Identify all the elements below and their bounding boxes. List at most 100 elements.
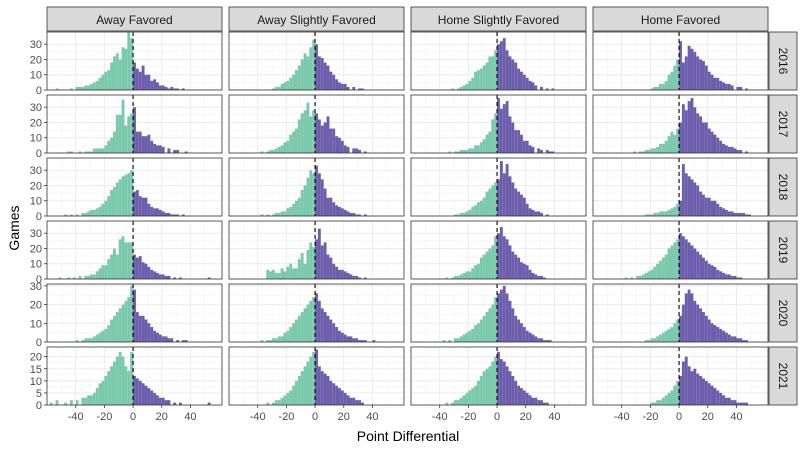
histogram-bar (656, 263, 659, 279)
histogram-bar (522, 197, 526, 216)
histogram-bar (727, 146, 731, 153)
x-axis-tick-label: 0 (130, 411, 136, 423)
histogram-bar (294, 128, 298, 153)
histogram-bar (707, 197, 711, 216)
histogram-bar (272, 149, 275, 153)
histogram-bar (679, 122, 682, 153)
histogram-bar (294, 268, 298, 279)
histogram-bar (508, 116, 512, 153)
histogram-bar (150, 269, 154, 279)
histogram-bar (545, 340, 549, 342)
histogram-bar (739, 277, 743, 279)
histogram-bar (309, 47, 313, 90)
histogram-bar (297, 119, 301, 153)
histogram-bar (702, 122, 705, 153)
histogram-bar (624, 277, 628, 279)
histogram-bar (454, 338, 457, 342)
histogram-bar (730, 85, 734, 90)
histogram-bar (502, 236, 506, 279)
histogram-bar (87, 338, 91, 342)
row-strip (768, 157, 798, 217)
histogram-bar (161, 397, 165, 405)
histogram-bar (661, 143, 665, 153)
histogram-bar (633, 151, 637, 153)
histogram-bar (277, 212, 281, 216)
histogram-bar (488, 56, 492, 90)
histogram-bar (130, 38, 134, 90)
histogram-bar (491, 361, 495, 405)
y-axis-tick-label: 10 (30, 259, 42, 271)
histogram-bar (346, 146, 350, 153)
histogram-bar (702, 194, 705, 216)
histogram-bar (525, 330, 529, 342)
histogram-bar (696, 304, 700, 342)
histogram-bar (485, 62, 489, 90)
histogram-bar (534, 336, 538, 342)
histogram-bar (517, 257, 521, 279)
histogram-bar (459, 397, 463, 405)
y-axis-tick-label: 20 (30, 180, 42, 192)
histogram-bar (508, 300, 512, 342)
histogram-bar (499, 289, 503, 342)
histogram-bar (156, 332, 159, 342)
histogram-bar (471, 148, 475, 153)
histogram-bar (115, 53, 119, 90)
histogram-bar (173, 402, 177, 405)
histogram-bar (528, 395, 532, 405)
histogram-bar (181, 88, 185, 90)
column-strip (228, 6, 405, 32)
histogram-bar (497, 179, 500, 216)
histogram-bar (329, 257, 333, 279)
histogram-bar (445, 277, 449, 279)
histogram-bar (699, 191, 703, 216)
histogram-bar (84, 85, 88, 90)
histogram-bar (485, 191, 489, 216)
histogram-bar (693, 248, 697, 279)
histogram-bar (266, 340, 270, 342)
histogram-bar (184, 340, 188, 342)
histogram-bar (158, 145, 162, 153)
histogram-bar (153, 79, 157, 90)
histogram-bar (693, 368, 697, 405)
histogram-bar (272, 269, 275, 279)
histogram-bar (656, 212, 659, 216)
panel (592, 220, 769, 280)
histogram-bar (736, 402, 740, 405)
histogram-bar (121, 176, 125, 216)
panels-layer: Away Favored Away Slightly Favored Home Sl… (30, 6, 798, 423)
histogram-bar (343, 334, 347, 342)
histogram-bar (704, 65, 708, 90)
histogram-bar (531, 272, 535, 279)
histogram-bar (545, 88, 549, 90)
histogram-bar (474, 385, 477, 405)
panel (592, 346, 769, 406)
histogram-bar (684, 293, 688, 342)
histogram-bar (355, 275, 359, 279)
histogram-bar (542, 402, 546, 405)
histogram-bar (98, 77, 102, 90)
histogram-bar (641, 151, 645, 153)
histogram-bar (517, 130, 521, 153)
histogram-bar (459, 86, 463, 90)
histogram-bar (716, 137, 720, 153)
histogram-bar (81, 212, 85, 216)
histogram-bar (491, 245, 495, 279)
histogram-bar (323, 242, 327, 279)
histogram-bar (320, 57, 324, 90)
histogram-bar (107, 196, 111, 216)
histogram-bar (551, 88, 555, 90)
histogram-bar (355, 214, 359, 216)
histogram-bar (471, 328, 475, 342)
histogram-bar (121, 236, 125, 279)
histogram-bar (745, 340, 748, 342)
histogram-bar (110, 62, 113, 90)
histogram-bar (349, 274, 353, 279)
histogram-bar (647, 340, 651, 342)
histogram-bar (280, 268, 284, 279)
histogram-bar (644, 149, 648, 153)
histogram-bar (517, 319, 521, 342)
histogram-bar (164, 275, 168, 279)
histogram-bar (138, 380, 142, 405)
histogram-bar (303, 185, 307, 216)
histogram-bar (323, 122, 327, 153)
